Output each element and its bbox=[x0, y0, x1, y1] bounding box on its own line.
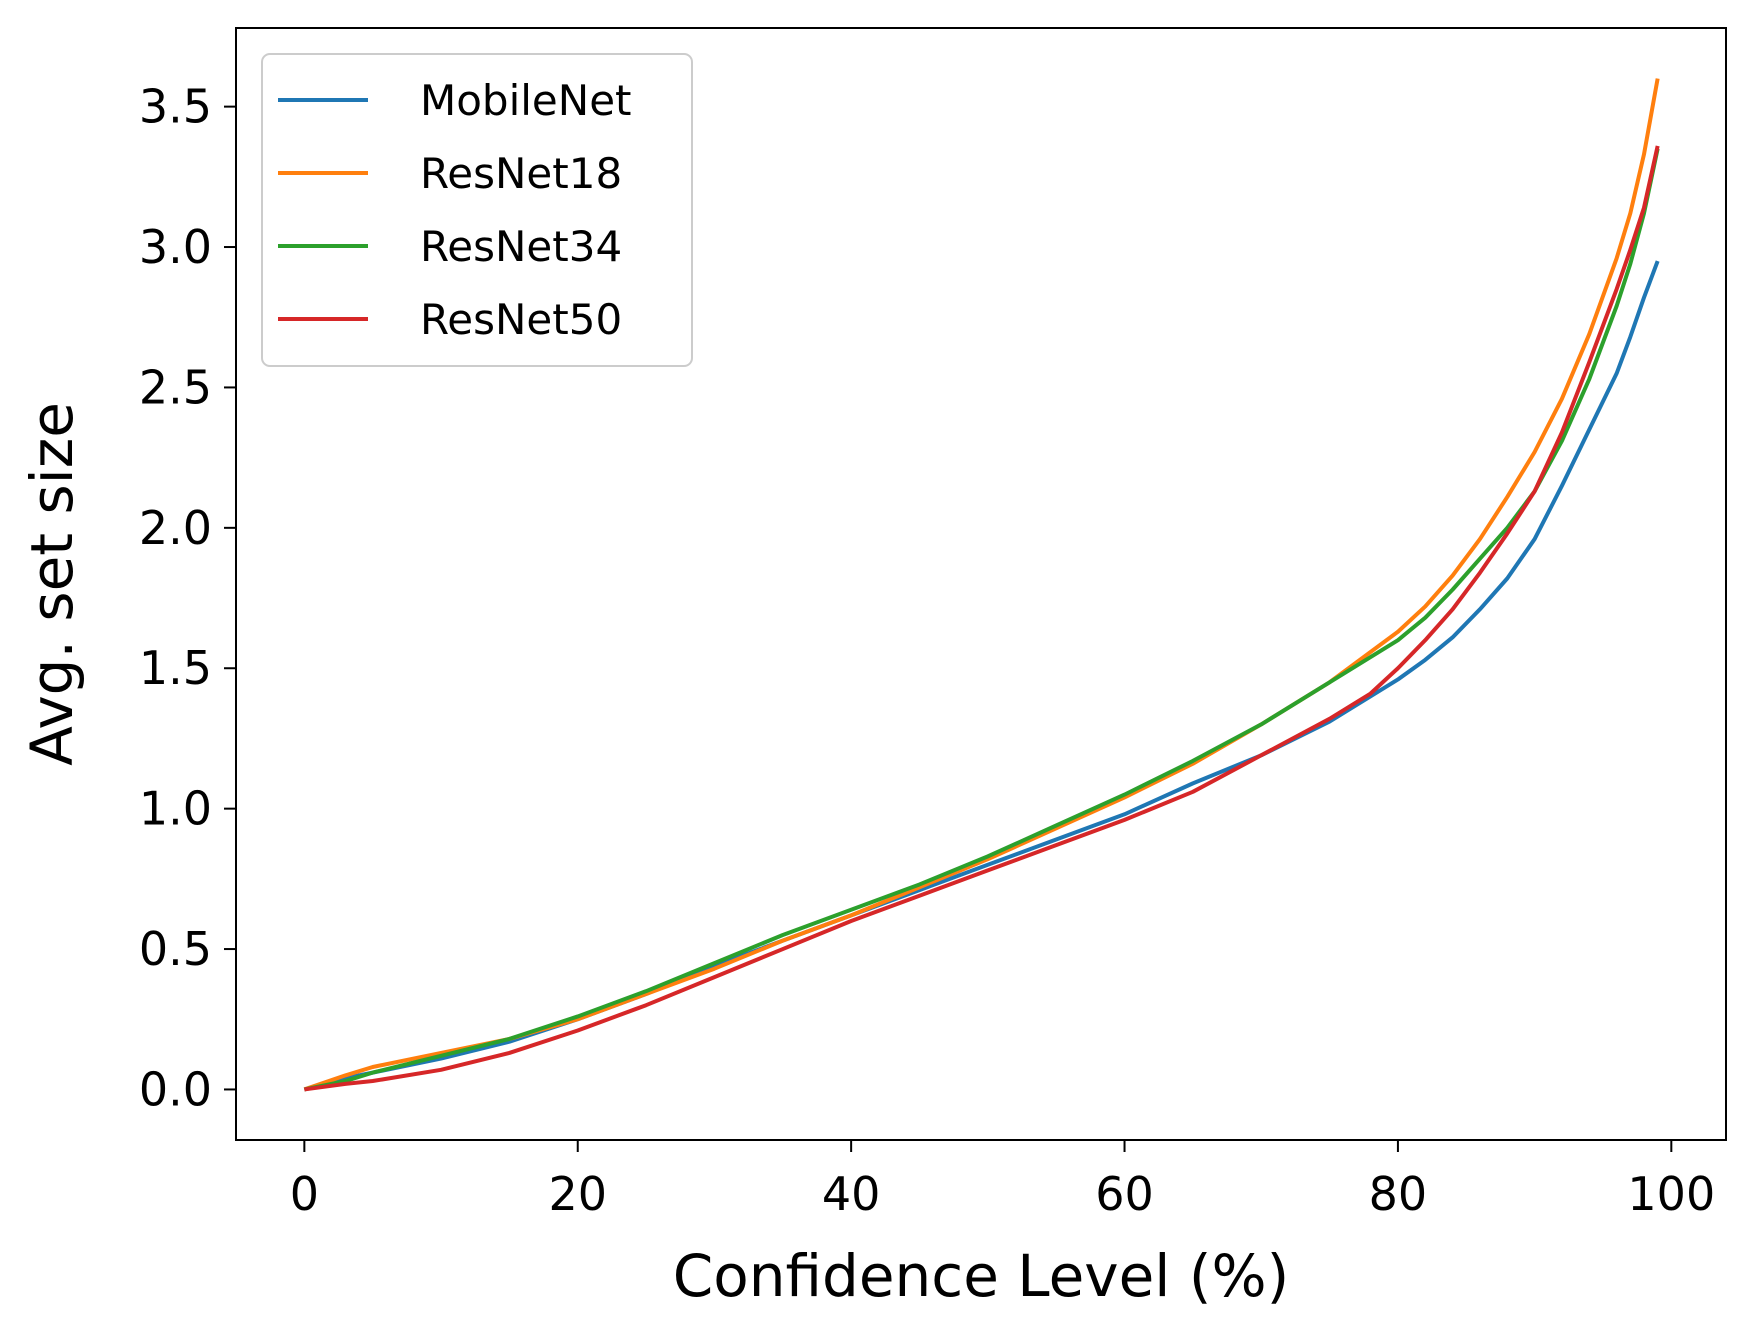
x-tick-label: 60 bbox=[1095, 1167, 1154, 1221]
y-tick-label: 2.5 bbox=[139, 360, 212, 414]
legend-label-resnet50: ResNet50 bbox=[420, 295, 622, 344]
y-tick-label: 3.0 bbox=[139, 220, 212, 274]
y-tick-label: 0.0 bbox=[139, 1062, 212, 1116]
legend-label-resnet18: ResNet18 bbox=[420, 149, 622, 198]
y-tick-label: 0.5 bbox=[139, 922, 212, 976]
plot-area bbox=[303, 78, 1660, 1092]
series-line-resnet50 bbox=[304, 145, 1660, 1092]
x-tick-label: 40 bbox=[822, 1167, 881, 1221]
axes-frame bbox=[235, 27, 1727, 1141]
x-axis: 0 20 40 60 80 100 bbox=[290, 1140, 1715, 1221]
x-tick-label: 20 bbox=[548, 1167, 607, 1221]
y-tick-label: 1.5 bbox=[139, 641, 212, 695]
x-tick-label: 100 bbox=[1627, 1167, 1715, 1221]
x-tick-label: 0 bbox=[290, 1167, 319, 1221]
legend-box bbox=[261, 53, 693, 367]
x-tick-label: 80 bbox=[1369, 1167, 1428, 1221]
legend-label-mobilenet: MobileNet bbox=[420, 76, 632, 125]
legend-label-resnet34: ResNet34 bbox=[420, 222, 622, 271]
x-axis-label: Confidence Level (%) bbox=[673, 1242, 1289, 1310]
y-tick-label: 2.0 bbox=[139, 501, 212, 555]
y-tick-label: 3.5 bbox=[139, 80, 212, 134]
y-axis-label: Avg. set size bbox=[18, 402, 86, 766]
series-line-resnet34 bbox=[303, 148, 1660, 1092]
y-axis: 0.0 0.5 1.0 1.5 2.0 2.5 3.0 3.5 bbox=[139, 80, 236, 1116]
legend: MobileNet ResNet18 ResNet34 ResNet50 bbox=[261, 53, 693, 367]
y-tick-label: 1.0 bbox=[139, 782, 212, 836]
